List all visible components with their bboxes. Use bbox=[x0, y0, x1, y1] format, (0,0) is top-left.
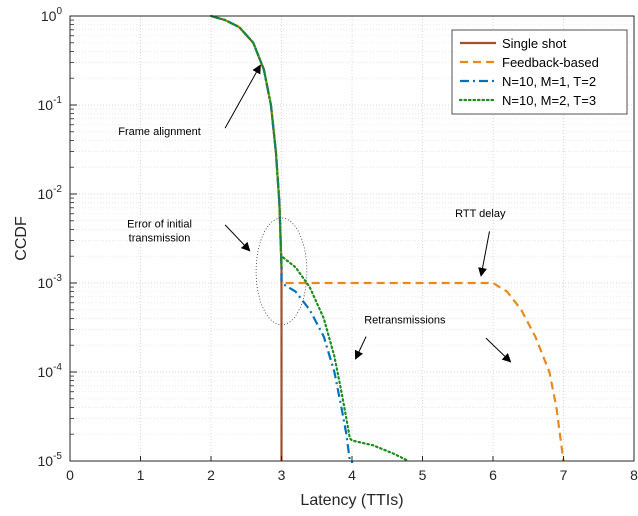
legend-label: Single shot bbox=[502, 36, 567, 51]
x-tick-label: 3 bbox=[278, 467, 286, 483]
x-tick-label: 6 bbox=[489, 467, 497, 483]
y-tick-exponent: -4 bbox=[53, 362, 62, 373]
x-tick-label: 5 bbox=[419, 467, 427, 483]
annotation-line: Error of initial bbox=[127, 219, 192, 231]
y-tick-base: 10 bbox=[38, 97, 54, 113]
y-tick-exponent: 0 bbox=[56, 6, 62, 17]
x-tick-label: 8 bbox=[630, 467, 638, 483]
y-tick-base: 10 bbox=[38, 186, 54, 202]
annotation-line: Retransmissions bbox=[364, 315, 446, 327]
annotations: Frame alignment Error of initial transmiss… bbox=[118, 64, 512, 363]
series-layer bbox=[209, 14, 565, 463]
x-tick-label: 7 bbox=[560, 467, 568, 483]
y-tick-base: 10 bbox=[38, 364, 54, 380]
y-tick-exponent: -1 bbox=[53, 95, 62, 106]
y-tick-label: 10-4 bbox=[38, 362, 63, 380]
annotation-text: Error of initial transmission bbox=[127, 219, 192, 245]
annotation-text: Frame alignment bbox=[118, 126, 201, 138]
annotation-arrow bbox=[354, 336, 367, 360]
y-tick-base: 10 bbox=[38, 275, 54, 291]
legend-label: Feedback-based bbox=[502, 55, 599, 70]
y-tick-exponent: -3 bbox=[53, 273, 62, 284]
x-ticks: 0 1 2 3 4 5 6 7 8 bbox=[66, 456, 638, 483]
y-tick-label: 10-5 bbox=[38, 451, 63, 469]
x-tick-label: 1 bbox=[137, 467, 145, 483]
y-axis-title: CCDF bbox=[13, 216, 30, 261]
series-line-4 bbox=[209, 14, 410, 463]
legend: Single shot Feedback-based N=10, M=1, T=2 N… bbox=[451, 29, 628, 115]
annotation-arrow bbox=[224, 224, 251, 252]
y-tick-label: 10-1 bbox=[38, 95, 63, 113]
annotation-line: Frame alignment bbox=[118, 126, 201, 138]
y-tick-base: 10 bbox=[38, 453, 54, 469]
x-tick-label: 4 bbox=[348, 467, 356, 483]
highlight-circle bbox=[255, 217, 308, 326]
y-tick-label: 10-3 bbox=[38, 273, 63, 291]
annotation-arrow bbox=[485, 337, 512, 363]
legend-label: N=10, M=2, T=3 bbox=[502, 93, 596, 108]
legend-label: N=10, M=1, T=2 bbox=[502, 74, 596, 89]
annotation-line: RTT delay bbox=[455, 208, 506, 220]
y-tick-exponent: -2 bbox=[53, 184, 62, 195]
x-tick-label: 0 bbox=[66, 467, 74, 483]
annotation-line: transmission bbox=[129, 233, 191, 245]
annotation-arrow bbox=[224, 64, 261, 129]
annotation-arrow bbox=[478, 231, 490, 277]
x-tick-label: 2 bbox=[207, 467, 215, 483]
annotation-text: RTT delay bbox=[455, 208, 506, 220]
x-axis-title: Latency (TTIs) bbox=[300, 492, 403, 509]
y-tick-base: 10 bbox=[41, 8, 57, 24]
annotation-text: Retransmissions bbox=[364, 315, 446, 327]
y-tick-label: 10-2 bbox=[38, 184, 63, 202]
y-tick-label: 100 bbox=[41, 6, 63, 24]
y-tick-exponent: -5 bbox=[53, 451, 62, 462]
